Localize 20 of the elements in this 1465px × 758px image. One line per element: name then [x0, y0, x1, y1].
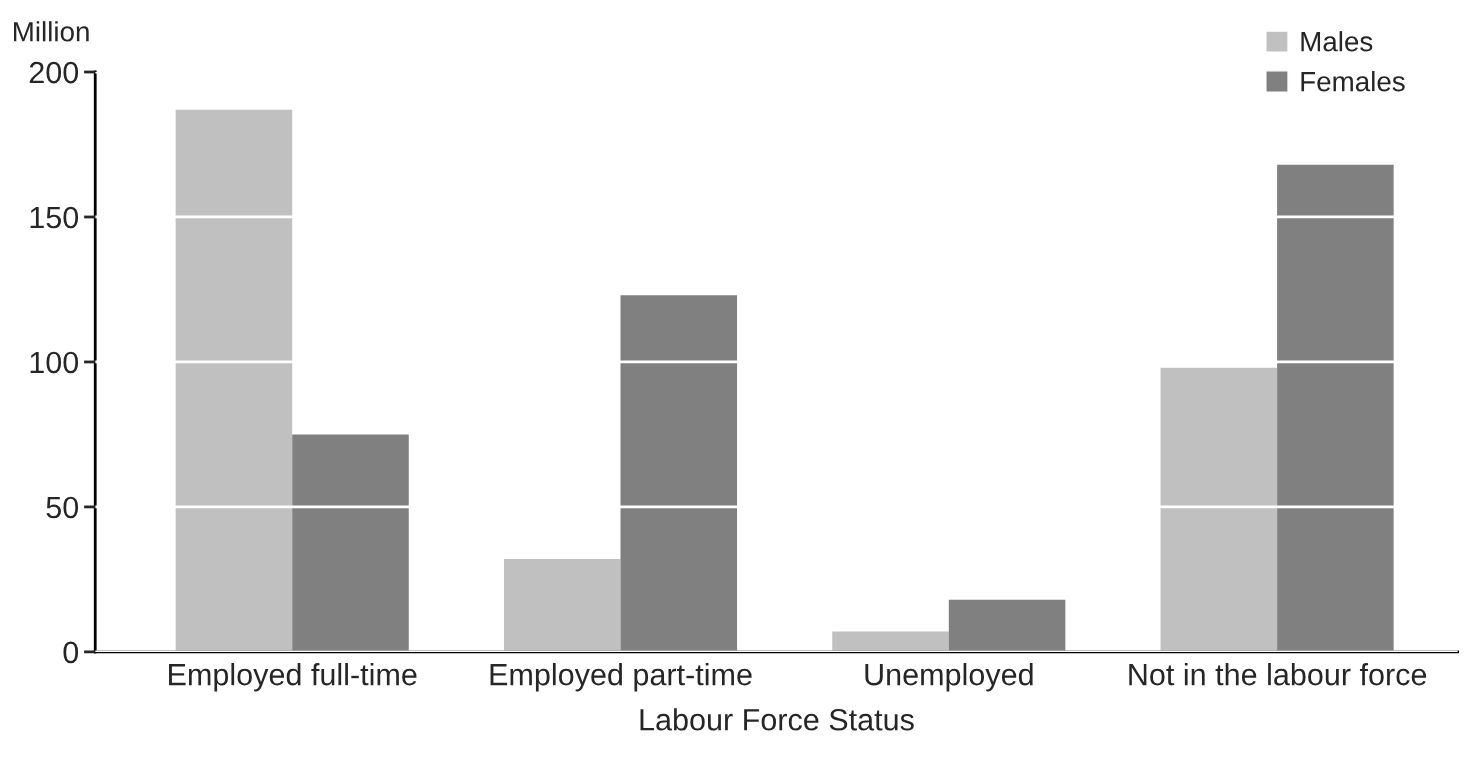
- y-tick-label: 0: [63, 641, 79, 664]
- x-tick-label: Employed part-time: [490, 662, 752, 692]
- x-tick-label: Unemployed: [865, 662, 1033, 692]
- bar: [503, 559, 621, 652]
- bar: [620, 295, 738, 652]
- y-tick-label: 100: [30, 351, 79, 374]
- x-tick-label: Not in the labour force: [1129, 662, 1427, 686]
- y-tick-label: 150: [30, 206, 79, 229]
- x-tick-label: Employed full-time: [169, 662, 417, 692]
- bar: [175, 109, 293, 652]
- bar: [1160, 367, 1278, 652]
- bar: [948, 599, 1066, 652]
- y-tick-label: 200: [29, 61, 79, 84]
- x-axis-title: Labour Force Status: [640, 708, 914, 731]
- bar: [1277, 164, 1394, 652]
- legend-label: Males: [1301, 31, 1373, 52]
- y-tick-label: 50: [46, 496, 79, 519]
- bar: [292, 434, 409, 652]
- legend-label: Females: [1301, 71, 1405, 92]
- y-axis-title: Million: [14, 21, 89, 42]
